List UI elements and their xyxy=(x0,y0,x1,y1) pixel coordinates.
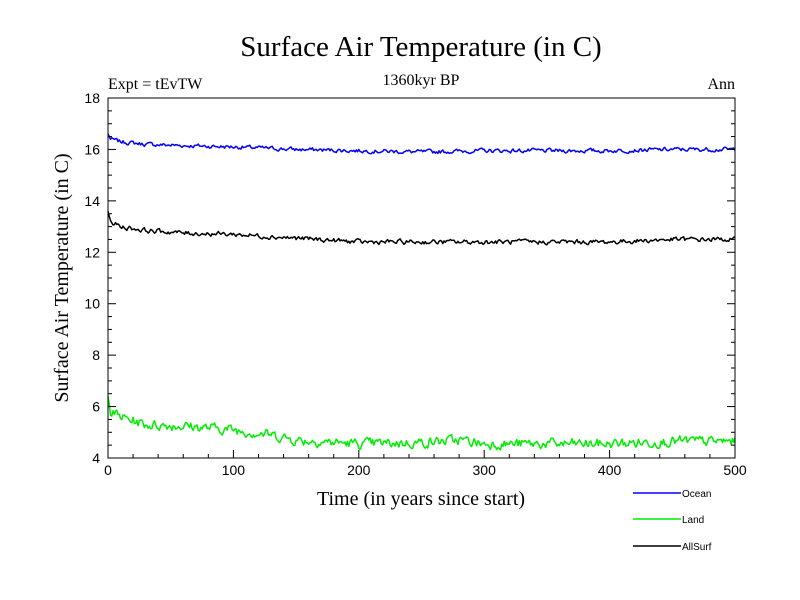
series-line-allsurf xyxy=(107,210,736,246)
x-tick-label: 300 xyxy=(473,462,497,478)
y-axis: 4 6 8 10 12 14 16 18 xyxy=(84,90,735,466)
series-line-land xyxy=(107,396,736,451)
series-layer xyxy=(107,133,736,451)
series-line-ocean xyxy=(107,133,736,155)
chart-subtitle: 1360kyr BP xyxy=(383,72,460,89)
expt-label: Expt = tEvTW xyxy=(108,76,203,93)
plot-frame xyxy=(107,97,736,459)
x-tick-label: 500 xyxy=(723,462,747,478)
legend-label-allsurf: AllSurf xyxy=(682,542,712,553)
y-axis-label: Surface Air Temperature (in C) xyxy=(51,153,73,402)
y-tick-label: 4 xyxy=(92,450,100,466)
y-tick-label: 12 xyxy=(84,244,100,260)
y-tick-label: 14 xyxy=(84,193,100,209)
x-tick-label: 400 xyxy=(598,462,622,478)
y-tick-label: 16 xyxy=(84,141,100,157)
chart-title: Surface Air Temperature (in C) xyxy=(240,31,601,63)
y-tick-label: 18 xyxy=(84,90,100,106)
legend: Ocean Land AllSurf xyxy=(633,489,712,553)
legend-label-ocean: Ocean xyxy=(682,489,711,500)
y-tick-label: 10 xyxy=(84,296,100,312)
x-axis-label: Time (in years since start) xyxy=(317,488,525,510)
legend-label-land: Land xyxy=(682,515,704,526)
y-tick-label: 8 xyxy=(92,347,100,363)
x-tick-label: 100 xyxy=(222,462,246,478)
y-tick-label: 6 xyxy=(92,399,100,415)
season-label: Ann xyxy=(707,76,735,93)
x-axis: 0 100 200 300 400 500 xyxy=(104,450,747,478)
x-tick-label: 0 xyxy=(104,462,112,478)
x-tick-label: 200 xyxy=(347,462,371,478)
